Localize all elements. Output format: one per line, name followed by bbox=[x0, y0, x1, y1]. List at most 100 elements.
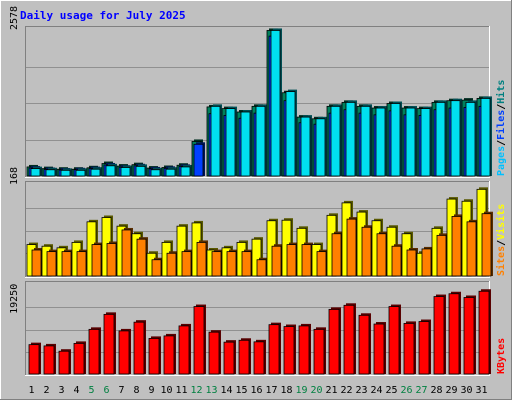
bar-kbytes-kbytes-30 bbox=[463, 297, 475, 375]
x-tick-label-8: 8 bbox=[133, 385, 139, 396]
x-tick-label-4: 4 bbox=[73, 385, 79, 396]
bar-hits-pages-28 bbox=[435, 101, 446, 177]
bar-hits-pages-8 bbox=[135, 165, 146, 177]
bar-kbytes-kbytes-31 bbox=[478, 290, 490, 375]
bar-visits-sites-23 bbox=[361, 226, 372, 277]
bar-hits-pages-10 bbox=[165, 168, 176, 177]
legend-entry-hits: Hits bbox=[495, 80, 507, 104]
bar-visits-sites-13 bbox=[211, 251, 222, 277]
panel-visits: 168 Sites/Visits bbox=[9, 167, 507, 278]
bar-visits-sites-14 bbox=[226, 251, 237, 277]
bar-hits-pages-26 bbox=[405, 107, 416, 177]
x-tick-label-3: 3 bbox=[58, 385, 64, 396]
bar-visits-sites-30 bbox=[466, 221, 477, 277]
bar-visits-sites-1 bbox=[31, 249, 42, 277]
x-tick-label-17: 17 bbox=[265, 385, 277, 396]
x-tick-label-11: 11 bbox=[175, 385, 187, 396]
x-tick-label-18: 18 bbox=[280, 385, 292, 396]
legend-separator: / bbox=[496, 240, 507, 246]
y-tick-label-visits: 168 bbox=[9, 167, 20, 185]
bar-kbytes-kbytes-5 bbox=[88, 328, 100, 375]
x-tick-label-19: 19 bbox=[295, 385, 307, 396]
bar-hits-pages-16 bbox=[255, 105, 266, 177]
bar-kbytes-kbytes-20 bbox=[313, 328, 325, 375]
x-tick-label-25: 25 bbox=[385, 385, 397, 396]
x-tick-label-12: 12 bbox=[190, 385, 202, 396]
bar-visits-sites-20 bbox=[316, 251, 327, 277]
bar-hits-pages-17 bbox=[270, 30, 281, 177]
legend-entry-files: Files bbox=[495, 110, 507, 140]
bar-kbytes-kbytes-1 bbox=[28, 344, 40, 375]
x-tick-label-9: 9 bbox=[148, 385, 154, 396]
bar-visits-sites-22 bbox=[346, 218, 357, 277]
bar-visits-sites-29 bbox=[451, 216, 462, 277]
bar-kbytes-kbytes-17 bbox=[268, 324, 280, 375]
bar-hits-pages-18 bbox=[285, 91, 296, 177]
bar-visits-sites-3 bbox=[61, 251, 72, 277]
bar-hits-pages-21 bbox=[330, 105, 341, 177]
bar-hits-pages-29 bbox=[450, 100, 461, 177]
x-tick-label-1: 1 bbox=[28, 385, 34, 396]
bar-kbytes-kbytes-27 bbox=[418, 321, 430, 375]
bar-kbytes-kbytes-7 bbox=[118, 330, 130, 375]
bar-hits-pages-27 bbox=[420, 108, 431, 177]
bar-hits-pages-22 bbox=[345, 101, 356, 177]
bar-visits-sites-27 bbox=[421, 248, 432, 277]
x-tick-label-26: 26 bbox=[400, 385, 412, 396]
bar-kbytes-kbytes-23 bbox=[358, 314, 370, 375]
bar-hits-pages-31 bbox=[480, 98, 491, 177]
bar-visits-sites-31 bbox=[481, 213, 492, 277]
bar-hits-pages-23 bbox=[360, 105, 371, 177]
bar-hits-pages-2 bbox=[45, 169, 56, 177]
bar-visits-sites-18 bbox=[286, 244, 297, 277]
bar-kbytes-kbytes-26 bbox=[403, 323, 415, 375]
x-tick-label-27: 27 bbox=[415, 385, 427, 396]
x-tick-label-28: 28 bbox=[430, 385, 442, 396]
bar-visits-sites-21 bbox=[331, 233, 342, 277]
bar-kbytes-kbytes-9 bbox=[148, 337, 160, 375]
bar-hits-pages-6 bbox=[105, 165, 116, 177]
bar-visits-sites-2 bbox=[46, 251, 57, 277]
legend-entry-visits: Visits bbox=[495, 204, 507, 240]
bar-kbytes-kbytes-3 bbox=[58, 350, 70, 375]
bar-visits-sites-6 bbox=[106, 243, 117, 277]
bar-kbytes-kbytes-11 bbox=[178, 325, 190, 375]
bar-hits-pages-20 bbox=[315, 118, 326, 177]
bar-kbytes-kbytes-14 bbox=[223, 341, 235, 375]
bar-hits-pages-4 bbox=[75, 169, 86, 177]
bar-kbytes-kbytes-28 bbox=[433, 296, 445, 375]
bar-hits-pages-13 bbox=[210, 105, 221, 177]
x-tick-label-22: 22 bbox=[340, 385, 352, 396]
legend-visits: Sites/Visits bbox=[495, 204, 507, 276]
legend-entry-pages: Pages bbox=[496, 146, 507, 176]
bar-visits-sites-28 bbox=[436, 234, 447, 277]
bar-hits-pages-19 bbox=[300, 116, 311, 177]
bar-visits-sites-7 bbox=[121, 229, 132, 277]
bar-visits-sites-11 bbox=[181, 251, 192, 277]
bar-kbytes-kbytes-2 bbox=[43, 345, 55, 375]
bar-kbytes-kbytes-8 bbox=[133, 321, 145, 375]
bar-visits-sites-8 bbox=[136, 238, 147, 277]
bar-visits-sites-4 bbox=[76, 251, 87, 277]
legend-separator: / bbox=[496, 104, 507, 110]
bar-kbytes-kbytes-16 bbox=[253, 341, 265, 375]
bar-kbytes-kbytes-21 bbox=[328, 308, 340, 375]
bar-kbytes-kbytes-6 bbox=[103, 313, 115, 375]
chart-title: Daily usage for July 2025 bbox=[20, 9, 186, 22]
bar-kbytes-kbytes-15 bbox=[238, 339, 250, 375]
bar-hits-pages-5 bbox=[90, 168, 101, 177]
bar-hits-pages-3 bbox=[60, 169, 71, 177]
legend-kbytes: KBytes bbox=[496, 338, 507, 374]
bar-hits-pages-14 bbox=[225, 108, 236, 177]
bar-visits-sites-5 bbox=[91, 244, 102, 277]
bar-hits-pages-11 bbox=[180, 166, 191, 177]
x-tick-label-20: 20 bbox=[310, 385, 322, 396]
x-tick-label-16: 16 bbox=[250, 385, 262, 396]
bar-hits-pages-1 bbox=[30, 168, 41, 177]
legend-entry-kbytes: KBytes bbox=[496, 338, 507, 374]
panel-kbytes: 19250 KBytes bbox=[9, 281, 507, 376]
bar-visits-sites-25 bbox=[391, 245, 402, 277]
bar-kbytes-kbytes-19 bbox=[298, 325, 310, 375]
